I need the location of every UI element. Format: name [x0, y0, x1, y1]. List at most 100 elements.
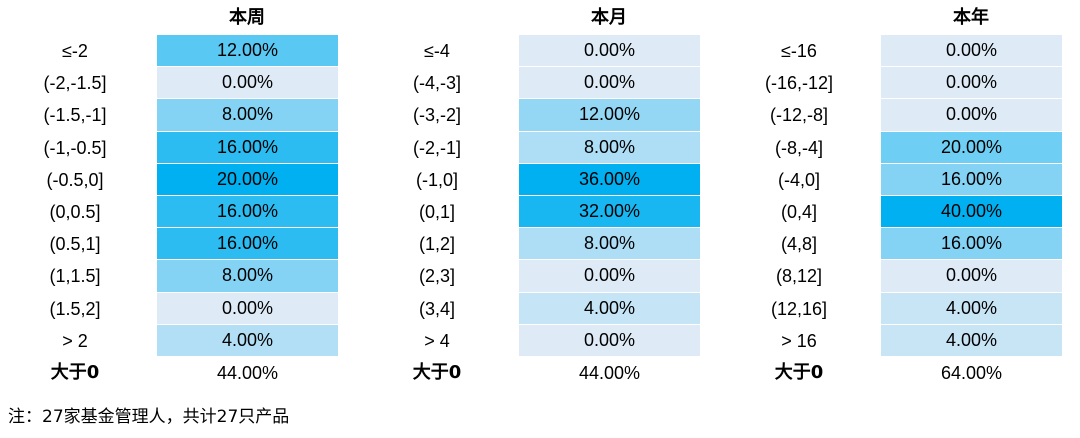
heatmap-cell: 16.00%	[157, 228, 338, 260]
heatmap-row: (-0.5,0] 20.00%	[0, 163, 340, 196]
range-label: (0.5,1]	[49, 234, 101, 255]
panel-title: 本月	[591, 7, 627, 28]
summary-value: 44.00%	[578, 362, 641, 383]
heatmap-row: (-8,-4] 20.00%	[724, 131, 1064, 164]
heatmap-row: ≤-16 0.00%	[724, 35, 1064, 67]
range-label: (-0.5,0]	[46, 169, 104, 190]
range-label: (-16,-12]	[764, 73, 834, 94]
heatmap-cell: 8.00%	[519, 131, 700, 163]
heatmap-row: (8,12] 0.00%	[724, 260, 1064, 292]
range-label: ≤-2	[62, 41, 88, 61]
summary-label: 大于0	[774, 361, 824, 383]
heatmap-cell: 20.00%	[881, 131, 1062, 163]
heatmap-row: (-2,-1] 8.00%	[362, 131, 702, 164]
heatmap-row: (0,1] 32.00%	[362, 195, 702, 228]
heatmap-cell: 0.00%	[157, 67, 338, 99]
heatmap-cell: 20.00%	[157, 163, 338, 195]
heatmap-row: (0,0.5] 16.00%	[0, 195, 340, 228]
range-label: (-2,-1.5]	[43, 73, 107, 94]
heatmap-cell: 8.00%	[157, 99, 338, 131]
heatmap-row: (0.5,1] 16.00%	[0, 228, 340, 260]
panel-title: 本周	[229, 7, 265, 28]
heatmap-cell: 36.00%	[519, 163, 700, 195]
heatmap-cell: 12.00%	[157, 35, 338, 67]
heatmap-cell: 16.00%	[157, 195, 338, 228]
heatmap-row: (1,1.5] 8.00%	[0, 260, 340, 292]
heatmap-cell: 0.00%	[519, 35, 700, 67]
range-label: (3,4]	[418, 298, 456, 319]
heatmap-cell: 32.00%	[519, 195, 700, 228]
heatmap-cell: 0.00%	[519, 324, 700, 356]
range-label: (-1,0]	[415, 169, 458, 190]
heatmap-cell: 4.00%	[881, 324, 1062, 356]
range-label: (-1,-0.5]	[43, 137, 107, 158]
heatmap-row: (-1,-0.5] 16.00%	[0, 131, 340, 164]
heatmap-cell: 40.00%	[881, 195, 1062, 228]
heatmap-row: (-4,-3] 0.00%	[362, 67, 702, 99]
heatmap-row: (3,4] 4.00%	[362, 292, 702, 325]
heatmap-row: > 16 4.00%	[724, 324, 1064, 357]
summary-value: 64.00%	[940, 362, 1003, 383]
heatmap-row: (0,4] 40.00%	[724, 195, 1064, 228]
range-label: (2,3]	[418, 266, 456, 287]
summary-label: 大于0	[50, 361, 100, 383]
heatmap-row: (1,2] 8.00%	[362, 228, 702, 260]
heatmap-row: (-4,0] 16.00%	[724, 163, 1064, 196]
heatmap-row: ≤-4 0.00%	[362, 35, 702, 67]
range-label: (-2,-1]	[412, 137, 461, 158]
heatmap-cell: 4.00%	[157, 324, 338, 356]
heatmap-cell: 0.00%	[881, 99, 1062, 131]
range-label: (4,8]	[780, 234, 818, 255]
panel-title: 本年	[953, 7, 989, 28]
range-label: (12,16]	[770, 298, 828, 319]
heatmap-cell: 0.00%	[519, 67, 700, 99]
heatmap-row: (4,8] 16.00%	[724, 228, 1064, 260]
heatmap-panel: 本周 ≤-2 12.00% (-2,-1.5] 0.00% (-1.5,-1] 8.00%(…	[0, 0, 340, 400]
heatmap-rows: ≤-4 0.00% (-4,-3] 0.00% (-3,-2] 12.00% (-2,-1]…	[362, 35, 702, 389]
heatmap-cell: 8.00%	[519, 228, 700, 260]
range-label: (-12,-8]	[769, 105, 829, 126]
heatmap-cell: 0.00%	[881, 35, 1062, 67]
summary-row: 大于0 44.00%	[362, 357, 702, 389]
range-label: (1.5,2]	[49, 298, 101, 319]
heatmap-cell: 8.00%	[157, 260, 338, 292]
heatmap-row: (-12,-8] 0.00%	[724, 99, 1064, 131]
heatmap-row: > 4 0.00%	[362, 324, 702, 357]
heatmap-row: (-2,-1.5] 0.00%	[0, 67, 340, 99]
summary-value: 44.00%	[216, 362, 279, 383]
heatmap-row: (-1,0] 36.00%	[362, 163, 702, 196]
summary-label: 大于0	[412, 361, 462, 383]
heatmap-cell: 0.00%	[881, 260, 1062, 292]
range-label: > 4	[424, 330, 450, 351]
heatmap-row: (1.5,2] 0.00%	[0, 292, 340, 325]
range-label: (-4,0]	[777, 169, 820, 190]
heatmap-rows: ≤-16 0.00% (-16,-12] 0.00% (-12,-8] 0.00% (-8,…	[724, 35, 1064, 389]
heatmap-row: (-1.5,-1] 8.00%	[0, 99, 340, 131]
heatmap-row: ≤-2 12.00%	[0, 35, 340, 67]
range-label: > 16	[781, 330, 817, 351]
range-label: (-4,-3]	[412, 73, 461, 94]
heatmap-cell: 16.00%	[881, 228, 1062, 260]
heatmap-cell: 16.00%	[157, 131, 338, 163]
heatmap-rows: ≤-2 12.00% (-2,-1.5] 0.00% (-1.5,-1] 8.00% (-1…	[0, 35, 340, 389]
heatmap-cell: 4.00%	[519, 292, 700, 324]
range-label: (0,0.5]	[49, 201, 101, 222]
heatmap-cell: 12.00%	[519, 99, 700, 131]
range-label: ≤-4	[424, 41, 450, 61]
heatmap-row: (-16,-12] 0.00%	[724, 67, 1064, 99]
heatmap-row: (2,3] 0.00%	[362, 260, 702, 292]
range-label: (-8,-4]	[774, 137, 823, 158]
heatmap-cell: 0.00%	[881, 67, 1062, 99]
range-label: (1,1.5]	[49, 266, 101, 287]
heatmap-panel: 本年 ≤-16 0.00% (-16,-12] 0.00% (-12,-8] 0.00% (-…	[724, 0, 1064, 400]
heatmap-cell: 0.00%	[157, 292, 338, 324]
footnote: 注：27家基金管理人，共计27只产品	[8, 407, 290, 427]
heatmap-panel: 本月 ≤-4 0.00% (-4,-3] 0.00% (-3,-2] 12.00% (-2,-…	[362, 0, 702, 400]
range-label: (-3,-2]	[412, 105, 461, 126]
range-label: (0,4]	[780, 201, 818, 222]
heatmap-row: (12,16] 4.00%	[724, 292, 1064, 325]
heatmap-cell: 4.00%	[881, 292, 1062, 324]
range-label: (1,2]	[418, 234, 456, 255]
summary-row: 大于0 64.00%	[724, 357, 1064, 389]
heatmap-cell: 0.00%	[519, 260, 700, 292]
